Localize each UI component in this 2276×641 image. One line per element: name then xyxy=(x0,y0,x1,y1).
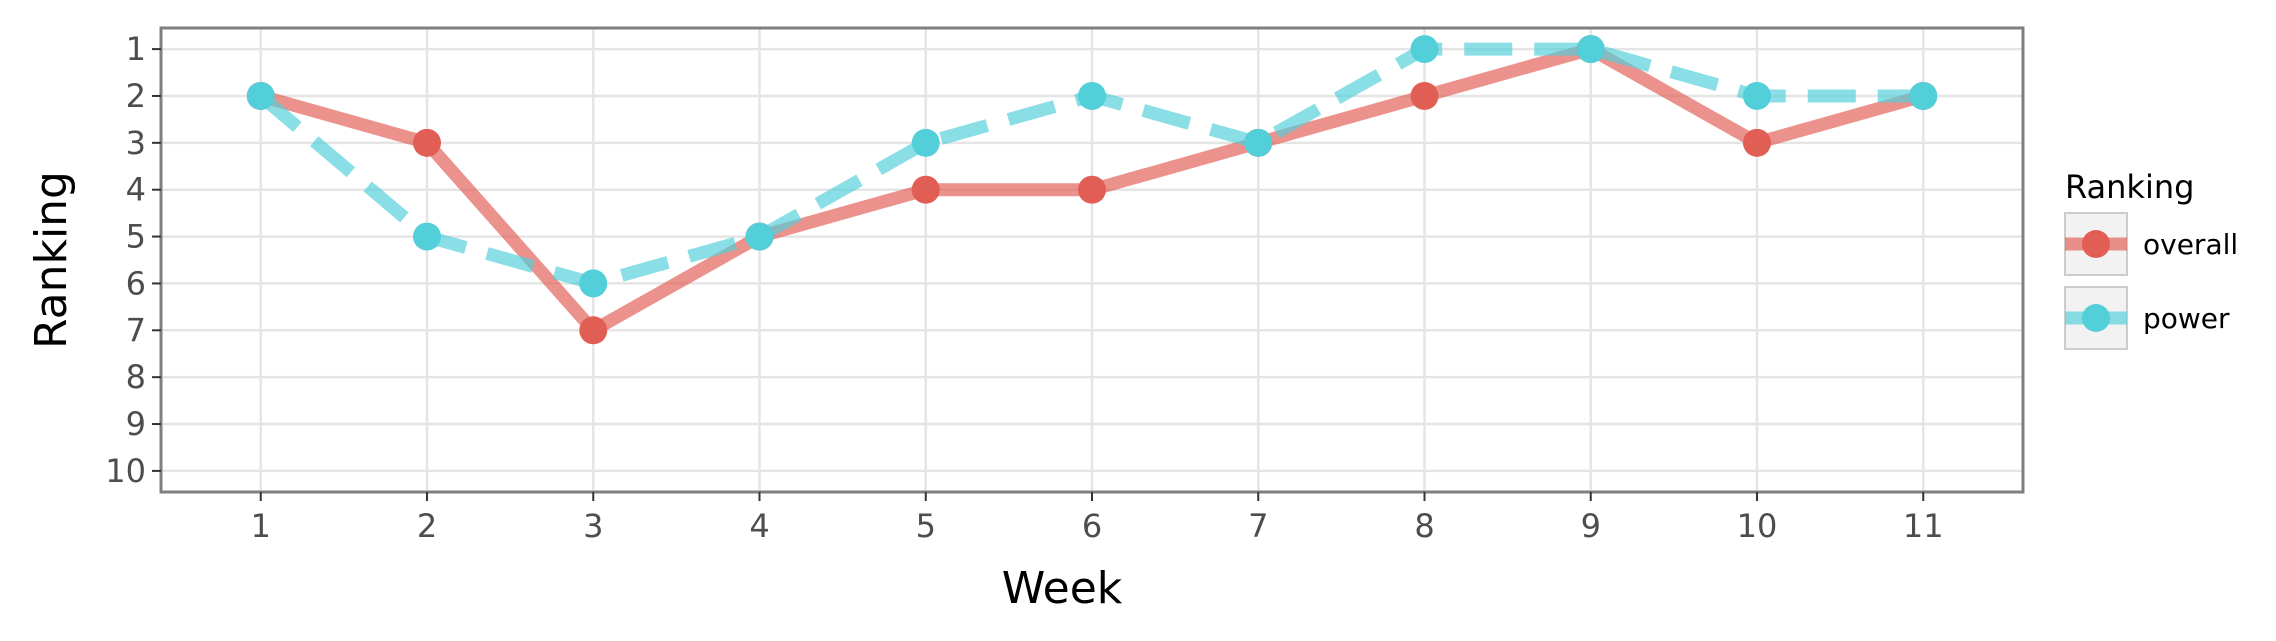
data-point-overall xyxy=(911,175,940,204)
data-point-overall xyxy=(1743,128,1771,157)
y-tick-label: 1 xyxy=(126,30,146,68)
data-point-power xyxy=(911,128,940,157)
y-tick-label: 3 xyxy=(126,124,146,162)
x-tick-label: 6 xyxy=(1082,507,1102,545)
y-tick-label: 2 xyxy=(126,77,146,115)
data-point-overall xyxy=(1410,81,1439,110)
x-tick-label: 11 xyxy=(1903,507,1944,545)
data-point-power xyxy=(246,81,275,110)
data-point-power xyxy=(1576,35,1605,64)
legend-key-marker-power xyxy=(2082,304,2110,332)
data-point-power xyxy=(1078,81,1106,110)
y-tick-label: 7 xyxy=(126,311,146,349)
y-tick-label: 4 xyxy=(126,171,146,209)
data-point-power xyxy=(1244,128,1273,157)
x-tick-label: 9 xyxy=(1581,507,1601,545)
data-point-power xyxy=(1743,81,1771,110)
legend: Ranking overall power xyxy=(2064,168,2238,350)
data-point-overall xyxy=(579,316,608,345)
data-point-overall xyxy=(1078,175,1106,204)
legend-label-overall: overall xyxy=(2143,228,2238,261)
x-axis-title: Week xyxy=(1002,563,1123,614)
x-tick-label: 7 xyxy=(1248,507,1268,545)
data-point-power xyxy=(579,269,608,298)
data-point-power xyxy=(1410,35,1439,64)
x-tick-label: 5 xyxy=(916,507,936,545)
x-tick-label: 4 xyxy=(749,507,769,545)
data-point-power xyxy=(413,222,441,251)
y-tick-label: 5 xyxy=(126,218,146,256)
legend-key-marker-overall xyxy=(2082,230,2110,258)
x-tick-label: 8 xyxy=(1414,507,1434,545)
legend-title: Ranking xyxy=(2065,168,2194,206)
y-tick-label: 10 xyxy=(105,452,146,490)
series-lines xyxy=(246,35,1938,345)
x-tick-label: 1 xyxy=(251,507,271,545)
y-tick-label: 6 xyxy=(126,264,146,302)
legend-label-power: power xyxy=(2143,302,2230,335)
data-point-power xyxy=(1909,81,1938,110)
y-axis-title: Ranking xyxy=(26,171,77,349)
data-point-power xyxy=(745,222,774,251)
data-point-overall xyxy=(413,128,441,157)
y-tick-label: 9 xyxy=(126,405,146,443)
x-tick-label: 2 xyxy=(417,507,437,545)
x-tick-label: 10 xyxy=(1737,507,1778,545)
y-tick-label: 8 xyxy=(126,358,146,396)
x-tick-label: 3 xyxy=(583,507,603,545)
